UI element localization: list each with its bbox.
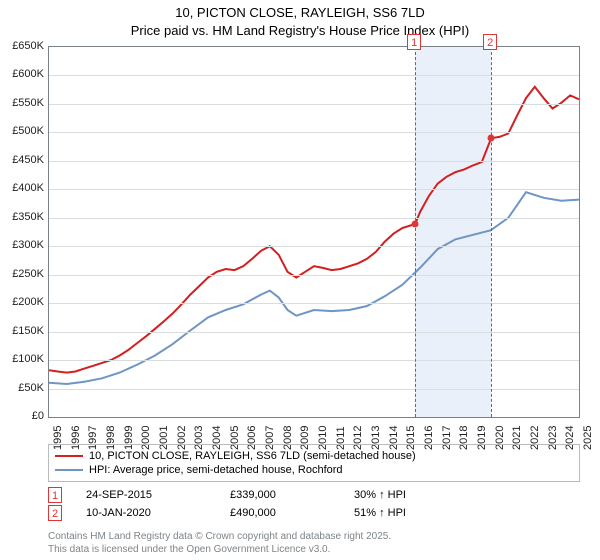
legend-row-price: 10, PICTON CLOSE, RAYLEIGH, SS6 7LD (sem… — [55, 449, 573, 463]
legend-swatch-blue — [55, 469, 83, 471]
title-line2: Price paid vs. HM Land Registry's House … — [0, 22, 600, 40]
sale-price-2: £490,000 — [230, 507, 330, 519]
sale-delta-2: 51% ↑ HPI — [354, 507, 406, 519]
attribution-l1: Contains HM Land Registry data © Crown c… — [48, 531, 391, 544]
attribution-l2: This data is licensed under the Open Gov… — [48, 544, 391, 557]
series-hpi — [49, 192, 579, 384]
line-layer — [49, 47, 579, 417]
sale-row-1: 1 24-SEP-2015 £339,000 30% ↑ HPI — [48, 486, 580, 504]
sale-price-1: £339,000 — [230, 489, 330, 501]
legend-swatch-red — [55, 455, 83, 457]
legend-label-hpi: HPI: Average price, semi-detached house,… — [89, 464, 343, 476]
sale-marker-2: 2 — [48, 505, 62, 521]
legend-row-hpi: HPI: Average price, semi-detached house,… — [55, 463, 573, 477]
sale-row-2: 2 10-JAN-2020 £490,000 51% ↑ HPI — [48, 504, 580, 522]
legend-label-price: 10, PICTON CLOSE, RAYLEIGH, SS6 7LD (sem… — [89, 450, 416, 462]
event-marker-icon: 1 — [407, 34, 421, 50]
sale-date-1: 24-SEP-2015 — [86, 489, 206, 501]
sales-table: 1 24-SEP-2015 £339,000 30% ↑ HPI 2 10-JA… — [48, 486, 580, 522]
sale-date-2: 10-JAN-2020 — [86, 507, 206, 519]
plot-area — [48, 46, 580, 418]
legend: 10, PICTON CLOSE, RAYLEIGH, SS6 7LD (sem… — [48, 444, 580, 482]
sale-delta-1: 30% ↑ HPI — [354, 489, 406, 501]
chart-title: 10, PICTON CLOSE, RAYLEIGH, SS6 7LD Pric… — [0, 0, 600, 39]
series-price_paid — [49, 87, 579, 373]
title-line1: 10, PICTON CLOSE, RAYLEIGH, SS6 7LD — [0, 4, 600, 22]
attribution: Contains HM Land Registry data © Crown c… — [48, 531, 391, 556]
chart-container: 10, PICTON CLOSE, RAYLEIGH, SS6 7LD Pric… — [0, 0, 600, 560]
sale-marker-1: 1 — [48, 487, 62, 503]
event-marker-icon: 2 — [483, 34, 497, 50]
